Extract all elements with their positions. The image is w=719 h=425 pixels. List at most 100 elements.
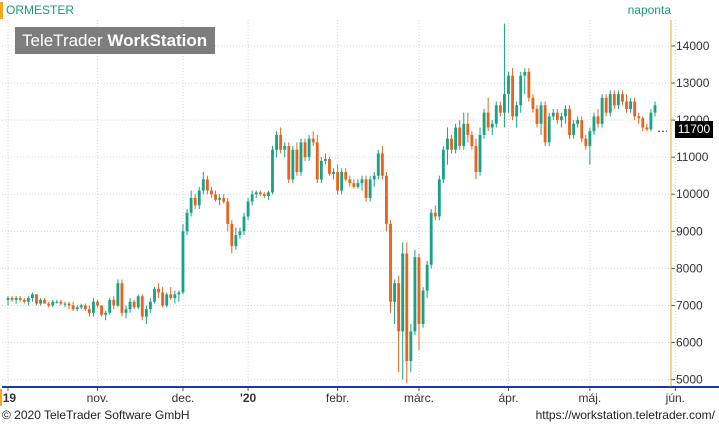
candle-body[interactable] <box>429 212 433 265</box>
candle-body[interactable] <box>258 192 262 195</box>
candle-body[interactable] <box>568 108 571 135</box>
candle-body[interactable] <box>340 171 344 191</box>
candle-body[interactable] <box>368 179 372 198</box>
candle-body[interactable] <box>291 149 295 180</box>
candle-body[interactable] <box>531 97 535 109</box>
candle-body[interactable] <box>55 301 59 303</box>
candle-body[interactable] <box>421 290 425 324</box>
candle-body[interactable] <box>596 116 600 124</box>
candle-body[interactable] <box>6 298 10 300</box>
candle-body[interactable] <box>360 179 364 184</box>
candle-body[interactable] <box>417 257 421 324</box>
candle-body[interactable] <box>474 146 478 172</box>
candle-body[interactable] <box>478 134 482 172</box>
candle-body[interactable] <box>222 197 226 202</box>
candle-body[interactable] <box>210 190 213 195</box>
candle-body[interactable] <box>295 149 299 172</box>
candle-body[interactable] <box>43 299 47 304</box>
candle-body[interactable] <box>250 194 254 202</box>
candle-body[interactable] <box>234 235 238 247</box>
candle-body[interactable] <box>96 301 99 306</box>
candle-body[interactable] <box>482 112 486 135</box>
candle-body[interactable] <box>535 108 539 124</box>
candle-body[interactable] <box>181 231 185 293</box>
candle-body[interactable] <box>128 301 132 310</box>
candle-body[interactable] <box>380 153 384 176</box>
candle-body[interactable] <box>136 296 140 308</box>
candle-body[interactable] <box>433 212 437 217</box>
candle-body[interactable] <box>454 127 458 150</box>
candle-body[interactable] <box>389 223 392 302</box>
candle-body[interactable] <box>576 120 580 124</box>
candle-body[interactable] <box>547 116 551 143</box>
candle-body[interactable] <box>59 301 63 304</box>
candle-body[interactable] <box>287 146 291 180</box>
candle-body[interactable] <box>116 283 120 306</box>
candle-body[interactable] <box>543 105 547 143</box>
candle-body[interactable] <box>519 75 523 106</box>
candle-body[interactable] <box>47 303 51 306</box>
candle-body[interactable] <box>173 294 177 299</box>
candle-body[interactable] <box>83 305 87 310</box>
candle-body[interactable] <box>30 294 34 299</box>
candle-body[interactable] <box>621 94 624 102</box>
candle-body[interactable] <box>307 138 311 158</box>
candle-body[interactable] <box>205 179 209 191</box>
candle-body[interactable] <box>498 105 502 113</box>
candle-body[interactable] <box>629 101 633 109</box>
candle-body[interactable] <box>348 179 352 184</box>
candle-body[interactable] <box>649 112 653 130</box>
candle-body[interactable] <box>10 298 14 300</box>
candle-body[interactable] <box>189 197 193 213</box>
candle-body[interactable] <box>75 307 79 310</box>
candle-body[interactable] <box>303 142 307 158</box>
candle-body[interactable] <box>437 179 441 217</box>
candle-body[interactable] <box>332 171 335 174</box>
candle-body[interactable] <box>35 294 38 304</box>
candle-body[interactable] <box>466 123 470 135</box>
candle-body[interactable] <box>104 312 108 315</box>
candle-body[interactable] <box>352 183 356 187</box>
candle-body[interactable] <box>523 71 527 76</box>
candle-body[interactable] <box>92 301 95 313</box>
candle-body[interactable] <box>311 138 315 143</box>
candle-body[interactable] <box>441 149 445 180</box>
candle-body[interactable] <box>413 257 417 332</box>
candle-body[interactable] <box>592 116 596 132</box>
candle-body[interactable] <box>71 305 75 310</box>
candle-body[interactable] <box>450 138 453 150</box>
candle-body[interactable] <box>299 142 303 172</box>
candle-body[interactable] <box>405 253 409 362</box>
candle-body[interactable] <box>633 101 637 117</box>
candle-body[interactable] <box>637 116 641 119</box>
candle-body[interactable] <box>511 75 515 117</box>
candle-body[interactable] <box>515 105 519 117</box>
candle-body[interactable] <box>39 299 42 304</box>
candle-body[interactable] <box>67 303 71 306</box>
candle-body[interactable] <box>551 112 555 117</box>
candle-body[interactable] <box>328 159 331 174</box>
candle-body[interactable] <box>356 183 360 187</box>
candle-body[interactable] <box>140 296 144 317</box>
candle-body[interactable] <box>14 298 18 300</box>
candle-body[interactable] <box>580 120 584 139</box>
candle-body[interactable] <box>645 127 649 130</box>
candle-body[interactable] <box>600 97 604 124</box>
candle-body[interactable] <box>22 299 26 302</box>
candle-body[interactable] <box>242 216 246 232</box>
candle-body[interactable] <box>409 331 413 362</box>
candle-body[interactable] <box>323 159 327 161</box>
candle-body[interactable] <box>462 123 466 147</box>
candle-body[interactable] <box>185 212 189 232</box>
candle-body[interactable] <box>539 105 543 124</box>
candle-body[interactable] <box>279 134 283 150</box>
candle-body[interactable] <box>283 146 287 150</box>
candle-body[interactable] <box>372 175 376 180</box>
candle-body[interactable] <box>315 142 319 180</box>
candle-body[interactable] <box>616 94 620 106</box>
candle-body[interactable] <box>507 75 510 95</box>
candle-body[interactable] <box>165 294 169 306</box>
candle-body[interactable] <box>559 116 563 121</box>
candle-body[interactable] <box>197 190 201 206</box>
candle-body[interactable] <box>148 301 152 310</box>
